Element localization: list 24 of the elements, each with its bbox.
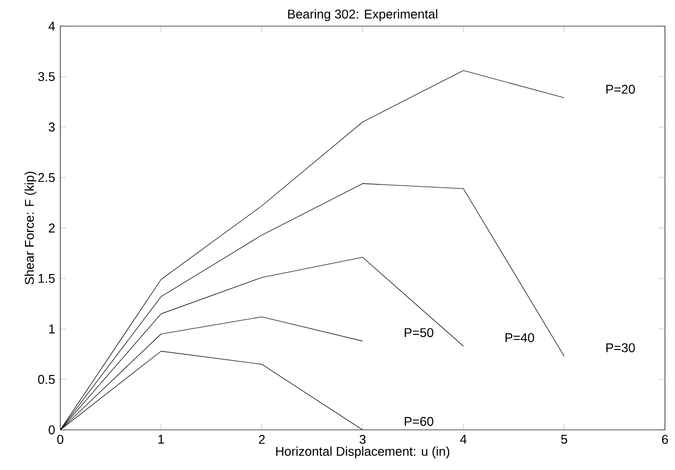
y-tick-label: 2 [48, 224, 55, 232]
y-tick-label: 0.5 [38, 374, 55, 384]
y-tick-label: 1.5 [38, 274, 55, 283]
y-tick-label: 3.5 [38, 72, 55, 82]
x-tick-label: 0 [57, 434, 64, 444]
text: P=30 [606, 343, 635, 352]
text: P=60 [404, 416, 434, 426]
y-tick-label: 3 [48, 122, 55, 132]
x-tick-label: 5 [561, 434, 568, 444]
x-tick-label: 2 [258, 434, 265, 444]
x-tick-label: 1 [158, 434, 164, 444]
x-tick-label: 6 [662, 434, 668, 444]
x-tick-label: 4 [460, 434, 467, 444]
text: P=50 [404, 328, 434, 338]
y-tick-label: 4 [48, 22, 55, 30]
y-tick-label: 0 [48, 425, 55, 434]
text: P=20 [606, 84, 635, 94]
chart-title: Bearing 302: Experimental [288, 9, 438, 22]
y-axis-title: Shear Force: F (kip) [24, 172, 36, 284]
x-tick-label: 3 [360, 434, 366, 444]
x-axis-title: Horizontal Displacement: u (in) [276, 446, 450, 458]
text: P=40 [506, 333, 534, 342]
y-tick-label: 2.5 [38, 172, 55, 182]
y-tick-label: 1 [49, 324, 55, 334]
